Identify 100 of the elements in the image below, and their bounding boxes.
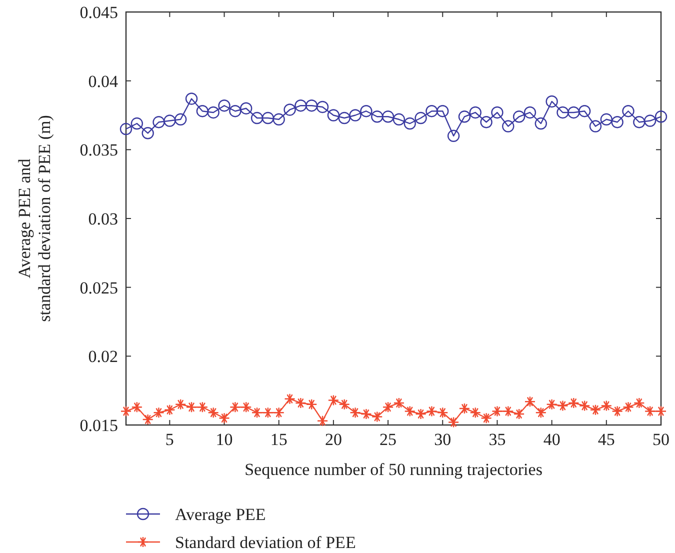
y-tick-label: 0.015 bbox=[80, 416, 118, 435]
point bbox=[316, 100, 329, 114]
point bbox=[480, 412, 492, 424]
point bbox=[535, 407, 546, 418]
point bbox=[622, 105, 634, 118]
point bbox=[284, 393, 296, 404]
point bbox=[480, 116, 492, 128]
point bbox=[491, 106, 504, 119]
point bbox=[612, 406, 623, 417]
point bbox=[164, 114, 176, 127]
point bbox=[458, 110, 471, 123]
point bbox=[294, 100, 307, 112]
point bbox=[578, 400, 590, 412]
point bbox=[174, 398, 186, 410]
point bbox=[492, 406, 503, 417]
point bbox=[120, 122, 132, 136]
point bbox=[437, 407, 448, 418]
point bbox=[568, 106, 580, 119]
point bbox=[273, 407, 284, 418]
point bbox=[327, 109, 340, 122]
point bbox=[196, 105, 209, 118]
point bbox=[448, 416, 460, 428]
point bbox=[426, 105, 438, 118]
legend-label: Average PEE bbox=[175, 505, 266, 524]
point bbox=[644, 114, 656, 127]
point bbox=[251, 407, 263, 418]
point bbox=[546, 95, 558, 108]
point bbox=[142, 127, 154, 140]
point bbox=[568, 397, 580, 409]
point bbox=[470, 407, 481, 418]
point bbox=[284, 104, 296, 116]
point bbox=[589, 120, 602, 132]
point bbox=[349, 109, 362, 122]
legend-label: Standard deviation of PEE bbox=[175, 533, 356, 552]
point bbox=[502, 406, 514, 417]
x-tick-label: 25 bbox=[380, 430, 397, 449]
point bbox=[262, 112, 274, 124]
point bbox=[557, 400, 568, 412]
point bbox=[644, 406, 656, 417]
point bbox=[328, 394, 340, 406]
point bbox=[546, 398, 558, 410]
point bbox=[634, 397, 645, 409]
point bbox=[414, 112, 427, 124]
point bbox=[458, 402, 470, 414]
point bbox=[469, 106, 482, 119]
x-tick-label: 40 bbox=[543, 430, 560, 449]
point bbox=[230, 402, 241, 413]
x-tick-label: 50 bbox=[652, 430, 670, 449]
point bbox=[655, 406, 667, 417]
point bbox=[415, 408, 426, 420]
point bbox=[447, 130, 460, 142]
point bbox=[578, 105, 591, 118]
point bbox=[142, 414, 154, 426]
point bbox=[130, 117, 144, 130]
point bbox=[120, 406, 132, 417]
point bbox=[218, 100, 230, 112]
point bbox=[600, 113, 613, 126]
point bbox=[208, 407, 219, 418]
point bbox=[174, 113, 187, 126]
y-tick-label: 0.035 bbox=[80, 140, 118, 160]
point bbox=[534, 117, 547, 130]
x-axis-title: Sequence number of 50 running trajectories bbox=[244, 460, 542, 479]
point bbox=[186, 402, 198, 413]
point bbox=[556, 106, 569, 119]
point bbox=[152, 116, 165, 128]
y-tick-label: 0.02 bbox=[88, 347, 118, 366]
point bbox=[350, 407, 361, 418]
point bbox=[272, 113, 285, 126]
point bbox=[229, 105, 242, 118]
x-tick-label: 30 bbox=[434, 430, 452, 449]
point bbox=[512, 110, 526, 123]
x-tick-label: 35 bbox=[488, 430, 506, 449]
point bbox=[295, 397, 306, 409]
point bbox=[393, 397, 405, 409]
point bbox=[306, 100, 318, 112]
y-tick-label: 0.04 bbox=[88, 72, 118, 91]
point bbox=[404, 117, 416, 130]
y-tick-label: 0.025 bbox=[80, 278, 118, 298]
point bbox=[404, 406, 416, 417]
point bbox=[250, 112, 264, 124]
point bbox=[262, 407, 274, 418]
point bbox=[600, 400, 612, 412]
point bbox=[360, 105, 372, 118]
point bbox=[196, 402, 208, 413]
point bbox=[382, 110, 394, 123]
x-tick-label: 5 bbox=[165, 430, 174, 449]
point bbox=[633, 116, 646, 128]
point bbox=[240, 102, 252, 114]
point bbox=[426, 406, 438, 417]
point bbox=[153, 407, 164, 418]
point bbox=[306, 398, 318, 410]
point bbox=[590, 404, 602, 416]
point bbox=[436, 105, 449, 118]
point bbox=[371, 110, 384, 123]
point bbox=[382, 402, 394, 413]
point bbox=[240, 402, 252, 413]
point bbox=[654, 110, 668, 123]
point bbox=[524, 396, 536, 408]
x-tick-label: 45 bbox=[598, 430, 615, 449]
point bbox=[218, 412, 230, 424]
